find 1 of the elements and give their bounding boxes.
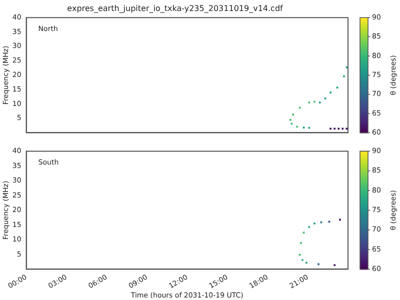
chart-title: expres_earth_jupiter_io_txka-y235_20311019_v14.cdf (67, 4, 284, 13)
